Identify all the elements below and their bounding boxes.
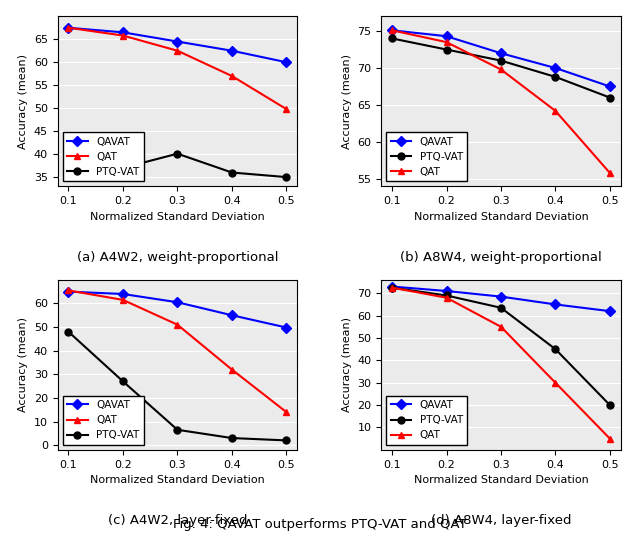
QAVAT (552, 301, 559, 308)
Text: (a) A4W2, weight-proportional: (a) A4W2, weight-proportional (77, 251, 278, 264)
QAVAT (228, 312, 236, 319)
PTQ-VAT (388, 35, 396, 42)
QAT (65, 24, 72, 31)
QAT (388, 27, 396, 34)
PTQ-VAT (173, 427, 181, 433)
QAT (443, 39, 451, 46)
Line: QAVAT: QAVAT (65, 24, 290, 66)
Line: PTQ-VAT: PTQ-VAT (388, 284, 613, 409)
X-axis label: Normalized Standard Deviation: Normalized Standard Deviation (90, 211, 265, 222)
Text: (c) A4W2, layer-fixed: (c) A4W2, layer-fixed (108, 514, 247, 527)
Legend: QAVAT, QAT, PTQ-VAT: QAVAT, QAT, PTQ-VAT (63, 396, 143, 444)
QAVAT (65, 288, 72, 295)
Line: QAVAT: QAVAT (388, 27, 613, 90)
Line: QAT: QAT (65, 287, 290, 416)
QAVAT (388, 27, 396, 34)
QAVAT (65, 24, 72, 31)
QAVAT (443, 288, 451, 294)
Line: QAVAT: QAVAT (388, 283, 613, 314)
Y-axis label: Accuracy (mean): Accuracy (mean) (342, 54, 352, 149)
QAVAT (443, 33, 451, 40)
PTQ-VAT (443, 46, 451, 53)
QAT (606, 435, 614, 442)
Text: (d) A8W4, layer-fixed: (d) A8W4, layer-fixed (431, 514, 572, 527)
PTQ-VAT (606, 402, 614, 408)
Line: QAVAT: QAVAT (65, 288, 290, 331)
PTQ-VAT (388, 285, 396, 291)
X-axis label: Normalized Standard Deviation: Normalized Standard Deviation (413, 475, 588, 485)
Line: PTQ-VAT: PTQ-VAT (388, 35, 613, 101)
QAT (606, 170, 614, 176)
QAVAT (497, 293, 505, 300)
Line: PTQ-VAT: PTQ-VAT (65, 149, 290, 180)
Y-axis label: Accuracy (mean): Accuracy (mean) (18, 317, 28, 412)
PTQ-VAT (228, 435, 236, 441)
QAVAT (388, 283, 396, 290)
Text: (b) A8W4, weight-proportional: (b) A8W4, weight-proportional (400, 251, 602, 264)
Y-axis label: Accuracy (mean): Accuracy (mean) (18, 54, 28, 149)
QAT (282, 106, 290, 112)
QAT (497, 324, 505, 330)
QAT (497, 66, 505, 73)
QAT (388, 285, 396, 291)
PTQ-VAT (497, 57, 505, 64)
QAT (173, 48, 181, 54)
PTQ-VAT (282, 174, 290, 180)
QAT (65, 287, 72, 294)
QAVAT (606, 83, 614, 90)
Line: QAT: QAT (388, 27, 613, 177)
QAVAT (173, 38, 181, 45)
Line: QAT: QAT (388, 284, 613, 442)
PTQ-VAT (119, 378, 127, 385)
Line: PTQ-VAT: PTQ-VAT (65, 328, 290, 444)
PTQ-VAT (282, 437, 290, 444)
QAT (443, 294, 451, 301)
QAVAT (173, 299, 181, 306)
Text: Fig. 4: QAVAT outperforms PTQ-VAT and QAT: Fig. 4: QAVAT outperforms PTQ-VAT and QA… (173, 518, 467, 531)
QAT (552, 379, 559, 386)
PTQ-VAT (65, 149, 72, 155)
QAT (119, 33, 127, 39)
QAVAT (228, 48, 236, 54)
PTQ-VAT (497, 305, 505, 311)
Line: QAT: QAT (65, 24, 290, 113)
QAVAT (119, 29, 127, 36)
PTQ-VAT (606, 94, 614, 101)
Y-axis label: Accuracy (mean): Accuracy (mean) (342, 317, 352, 412)
QAT (228, 73, 236, 79)
QAT (228, 366, 236, 373)
Legend: QAVAT, PTQ-VAT, QAT: QAVAT, PTQ-VAT, QAT (387, 132, 467, 181)
Legend: QAVAT, PTQ-VAT, QAT: QAVAT, PTQ-VAT, QAT (387, 396, 467, 444)
QAVAT (282, 324, 290, 331)
QAVAT (552, 64, 559, 71)
QAVAT (119, 291, 127, 297)
QAT (119, 296, 127, 303)
PTQ-VAT (228, 169, 236, 176)
PTQ-VAT (443, 292, 451, 299)
QAT (173, 321, 181, 328)
PTQ-VAT (173, 151, 181, 157)
X-axis label: Normalized Standard Deviation: Normalized Standard Deviation (90, 475, 265, 485)
PTQ-VAT (119, 165, 127, 171)
QAVAT (282, 59, 290, 66)
PTQ-VAT (552, 74, 559, 80)
PTQ-VAT (65, 328, 72, 335)
QAT (282, 409, 290, 415)
PTQ-VAT (552, 346, 559, 352)
Legend: QAVAT, QAT, PTQ-VAT: QAVAT, QAT, PTQ-VAT (63, 132, 143, 181)
QAVAT (497, 50, 505, 56)
X-axis label: Normalized Standard Deviation: Normalized Standard Deviation (413, 211, 588, 222)
QAT (552, 108, 559, 114)
QAVAT (606, 308, 614, 314)
